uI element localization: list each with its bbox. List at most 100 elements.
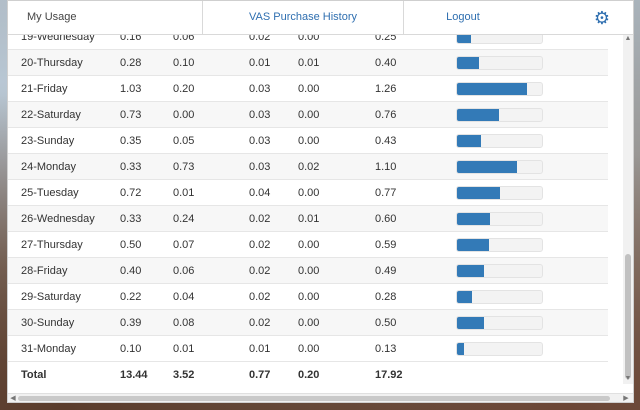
scroll-right-icon[interactable]: ▶ xyxy=(623,395,629,402)
usage-cell-1: 0.33 xyxy=(120,205,173,232)
gear-icon[interactable]: ⚙ xyxy=(593,8,611,28)
total-cell-4: 0.20 xyxy=(298,361,375,384)
usage-bar xyxy=(456,185,543,200)
scroll-left-icon[interactable]: ◀ xyxy=(10,395,16,402)
total-cell: 0.60 xyxy=(375,205,456,232)
usage-cell-2: 0.06 xyxy=(173,34,249,50)
usage-bar-cell xyxy=(456,153,608,180)
usage-cell-4: 0.01 xyxy=(298,49,375,76)
table-row: 22-Saturday 0.73 0.00 0.03 0.00 0.76 xyxy=(8,101,608,128)
table-row: 29-Saturday 0.22 0.04 0.02 0.00 0.28 xyxy=(8,283,608,310)
usage-cell-1: 0.10 xyxy=(120,335,173,362)
usage-bar-cell xyxy=(456,127,608,154)
usage-cell-4: 0.00 xyxy=(298,231,375,258)
total-cell-3: 0.77 xyxy=(249,361,298,384)
table-row: 19-Wednesday 0.16 0.06 0.02 0.00 0.25 xyxy=(8,34,608,50)
usage-cell-1: 0.40 xyxy=(120,257,173,284)
usage-cell-1: 0.33 xyxy=(120,153,173,180)
nav-logout[interactable]: Logout xyxy=(446,11,480,23)
usage-cell-2: 0.24 xyxy=(173,205,249,232)
usage-bar xyxy=(456,107,543,122)
usage-cell-4: 0.00 xyxy=(298,75,375,102)
total-cell: 1.26 xyxy=(375,75,456,102)
usage-cell-4: 0.00 xyxy=(298,34,375,50)
usage-cell-4: 0.00 xyxy=(298,335,375,362)
usage-bar-fill xyxy=(457,56,480,69)
usage-bar-cell xyxy=(456,75,608,102)
usage-cell-3: 0.01 xyxy=(249,335,298,362)
usage-cell-3: 0.01 xyxy=(249,49,298,76)
usage-bar xyxy=(456,211,543,226)
usage-bar-cell xyxy=(456,34,608,50)
total-cell-1: 13.44 xyxy=(120,361,173,384)
usage-bar-fill xyxy=(457,342,464,355)
day-cell: 26-Wednesday xyxy=(8,205,120,232)
usage-bar xyxy=(456,263,543,278)
day-cell: 19-Wednesday xyxy=(8,34,120,50)
total-cell: 0.77 xyxy=(375,179,456,206)
vertical-scrollbar[interactable]: ▲ ▼ xyxy=(623,34,633,384)
usage-bar-fill xyxy=(457,108,499,121)
nav-my-usage[interactable]: My Usage xyxy=(8,1,203,34)
usage-cell-1: 1.03 xyxy=(120,75,173,102)
usage-cell-1: 0.16 xyxy=(120,34,173,50)
total-cell: 0.49 xyxy=(375,257,456,284)
total-cell: 0.43 xyxy=(375,127,456,154)
usage-cell-3: 0.02 xyxy=(249,309,298,336)
usage-cell-1: 0.22 xyxy=(120,283,173,310)
usage-cell-3: 0.03 xyxy=(249,101,298,128)
day-cell: 20-Thursday xyxy=(8,49,120,76)
usage-cell-3: 0.02 xyxy=(249,231,298,258)
total-row: Total 13.44 3.52 0.77 0.20 17.92 xyxy=(8,361,608,384)
usage-cell-2: 0.05 xyxy=(173,127,249,154)
table-row: 21-Friday 1.03 0.20 0.03 0.00 1.26 xyxy=(8,75,608,102)
usage-bar xyxy=(456,289,543,304)
usage-bar xyxy=(456,315,543,330)
scroll-up-icon[interactable]: ▲ xyxy=(624,35,632,42)
usage-cell-3: 0.03 xyxy=(249,153,298,180)
usage-bar-fill xyxy=(457,316,485,329)
horizontal-scrollbar[interactable]: ◀ ▶ xyxy=(8,393,633,402)
usage-cell-3: 0.04 xyxy=(249,179,298,206)
day-cell: 21-Friday xyxy=(8,75,120,102)
scroll-down-icon[interactable]: ▼ xyxy=(624,375,632,382)
usage-cell-3: 0.02 xyxy=(249,205,298,232)
top-nav: My Usage VAS Purchase History Logout ⚙ xyxy=(8,1,633,35)
usage-bar-cell xyxy=(456,231,608,258)
usage-bar-fill xyxy=(457,134,481,147)
usage-cell-4: 0.00 xyxy=(298,257,375,284)
usage-bar-fill xyxy=(457,238,490,251)
usage-cell-2: 0.06 xyxy=(173,257,249,284)
table-row: 23-Sunday 0.35 0.05 0.03 0.00 0.43 xyxy=(8,127,608,154)
usage-cell-2: 0.08 xyxy=(173,309,249,336)
usage-cell-4: 0.02 xyxy=(298,153,375,180)
table-row: 28-Friday 0.40 0.06 0.02 0.00 0.49 xyxy=(8,257,608,284)
usage-cell-2: 0.20 xyxy=(173,75,249,102)
usage-bar-cell xyxy=(456,257,608,284)
total-cell: 0.40 xyxy=(375,49,456,76)
usage-bar-fill xyxy=(457,290,473,303)
nav-vas-purchase-history[interactable]: VAS Purchase History xyxy=(203,1,404,34)
usage-bar-cell xyxy=(456,205,608,232)
usage-bar-cell xyxy=(456,49,608,76)
usage-bar-cell xyxy=(456,179,608,206)
usage-bar xyxy=(456,81,543,96)
usage-bar-fill xyxy=(457,186,500,199)
usage-cell-4: 0.00 xyxy=(298,127,375,154)
vertical-scroll-thumb[interactable] xyxy=(625,254,631,379)
table-row: 26-Wednesday 0.33 0.24 0.02 0.01 0.60 xyxy=(8,205,608,232)
total-cell: 0.50 xyxy=(375,309,456,336)
horizontal-scroll-thumb[interactable] xyxy=(18,396,610,401)
usage-bar xyxy=(456,159,543,174)
usage-cell-3: 0.02 xyxy=(249,283,298,310)
usage-bar xyxy=(456,133,543,148)
usage-cell-2: 0.10 xyxy=(173,49,249,76)
total-cell: 0.76 xyxy=(375,101,456,128)
usage-cell-2: 0.07 xyxy=(173,231,249,258)
usage-cell-2: 0.01 xyxy=(173,179,249,206)
total-cell: 0.28 xyxy=(375,283,456,310)
day-cell: 30-Sunday xyxy=(8,309,120,336)
usage-cell-1: 0.50 xyxy=(120,231,173,258)
usage-cell-4: 0.00 xyxy=(298,309,375,336)
usage-bar-cell xyxy=(456,283,608,310)
